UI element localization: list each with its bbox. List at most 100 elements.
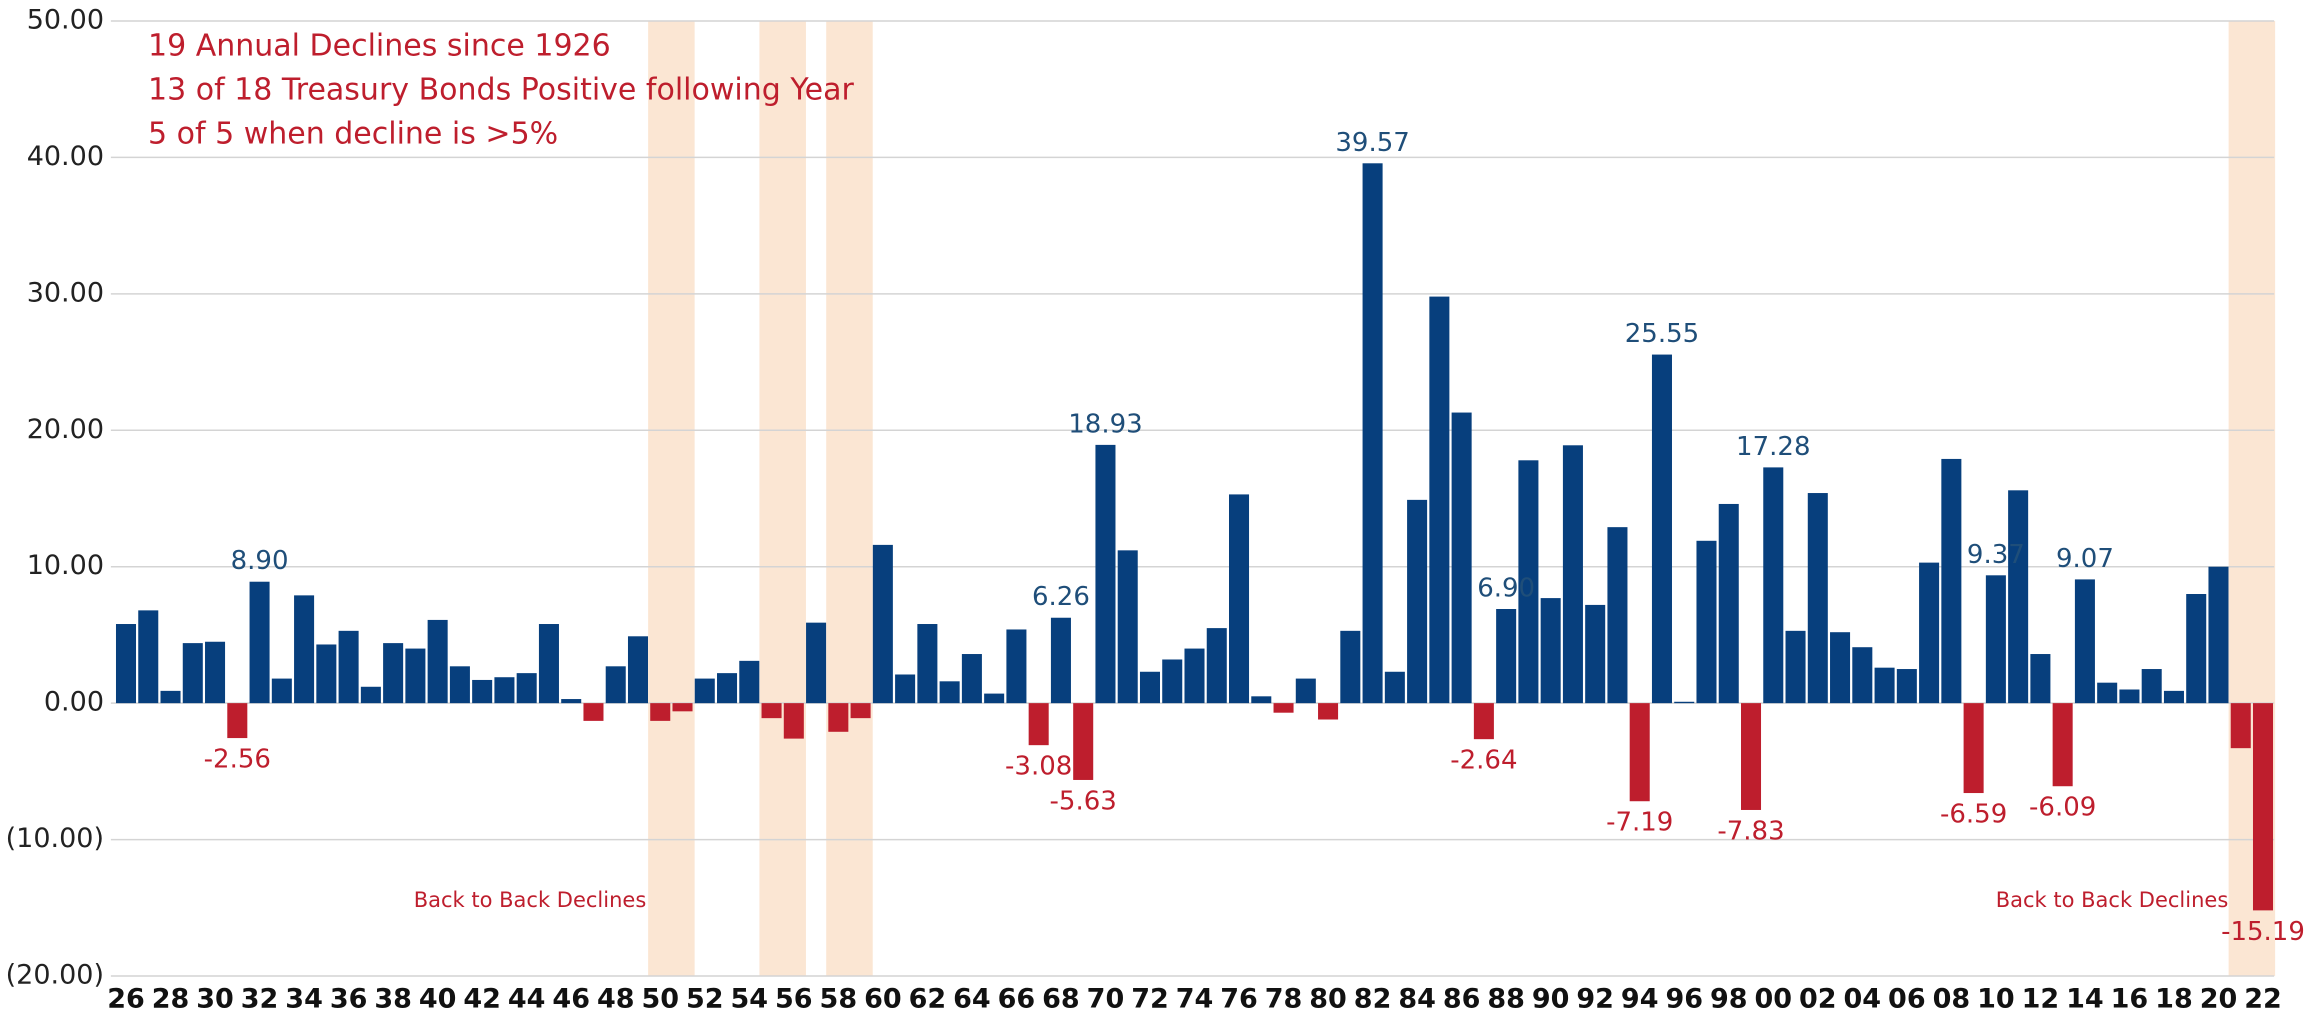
bar [605,666,626,704]
bar [1451,412,1472,704]
x-tick-label: 98 [1710,984,1748,1015]
back-to-back-band [826,21,873,976]
x-tick-label: 82 [1354,984,1392,1015]
bar [850,703,871,719]
bar [1362,163,1383,704]
bar [1807,493,1828,704]
bar [1830,632,1851,704]
grid [110,20,2275,977]
x-tick-label: 16 [2111,984,2149,1015]
bar [1318,703,1339,720]
x-tick-label: 22 [2244,984,2282,1015]
bar [271,678,292,704]
annotation: Back to Back Declines [1996,888,2229,912]
bar [783,703,804,739]
bar [1407,499,1428,704]
bar [494,677,515,704]
data-label: -2.64 [1450,746,1517,776]
y-tick-label: (10.00) [6,823,104,854]
x-tick-label: 90 [1532,984,1570,1015]
bar [160,690,181,704]
shading [648,21,2276,976]
bar [1429,296,1450,704]
bar [2163,690,2184,704]
data-label: -7.83 [1717,816,1784,846]
y-tick-label: 30.00 [27,277,104,308]
x-tick-label: 64 [953,984,991,1015]
y-tick-label: 0.00 [44,687,104,718]
bar [1696,540,1717,704]
bar [1384,671,1405,704]
bar [939,681,960,704]
x-tick-label: 18 [2155,984,2193,1015]
data-label: 25.55 [1625,319,1699,349]
x-tick-label: 02 [1799,984,1837,1015]
bar [1763,467,1784,704]
bar [895,674,916,704]
bar [961,654,982,704]
x-tick-label: 36 [330,984,368,1015]
bar [1896,669,1917,704]
bar [1117,550,1138,704]
bar [1006,629,1027,704]
data-label: 39.57 [1335,128,1409,158]
bar [294,595,315,704]
bar [1718,503,1739,704]
bar [516,673,537,704]
bar [2186,594,2207,704]
bar [2141,669,2162,704]
x-tick-label: 50 [641,984,679,1015]
bar [249,581,270,704]
x-tick-label: 74 [1176,984,1214,1015]
x-tick-label: 42 [463,984,501,1015]
y-tick-label: (20.00) [6,960,104,991]
x-tick-label: 66 [998,984,1036,1015]
bar [1139,671,1160,704]
bar [1095,444,1116,704]
bar [1740,703,1762,810]
bar [1473,703,1494,740]
bar [472,679,493,704]
x-tick-label: 70 [1087,984,1125,1015]
x-tick-label: 54 [731,984,769,1015]
bar [1985,575,2006,704]
x-tick-label: 44 [508,984,546,1015]
x-tick-label: 56 [775,984,813,1015]
annotation: 5 of 5 when decline is >5% [148,117,558,152]
bar [1518,460,1539,704]
bar [427,619,448,704]
bar [2119,689,2140,704]
data-label: -6.59 [1940,800,2007,830]
x-tick-label: 60 [864,984,902,1015]
bar [338,630,359,704]
bar [1674,701,1695,704]
bar [917,624,938,704]
x-tick-label: 78 [1265,984,1303,1015]
bar [627,636,649,704]
bar [2008,490,2029,704]
bar [2230,703,2251,749]
bar [739,660,760,704]
x-tick-label: 72 [1131,984,1169,1015]
x-tick-label: 26 [107,984,145,1015]
bar [1852,647,1873,704]
bar [1585,604,1606,704]
bar [1496,609,1517,704]
x-tick-label: 38 [374,984,412,1015]
x-tick-label: 40 [419,984,457,1015]
data-label: -6.09 [2029,793,2096,823]
bar [828,703,849,732]
y-tick-label: 50.00 [27,5,104,36]
bar [761,703,782,719]
x-tick-label: 68 [1042,984,1080,1015]
data-label: 18.93 [1068,409,1142,439]
bar [583,703,604,721]
bar [115,624,137,704]
bar [227,703,248,739]
x-tick-label: 04 [1844,984,1882,1015]
bar [1229,494,1250,704]
bar [1162,659,1183,704]
x-tick-label: 80 [1309,984,1347,1015]
bar [1251,696,1272,704]
bar [2074,579,2095,704]
